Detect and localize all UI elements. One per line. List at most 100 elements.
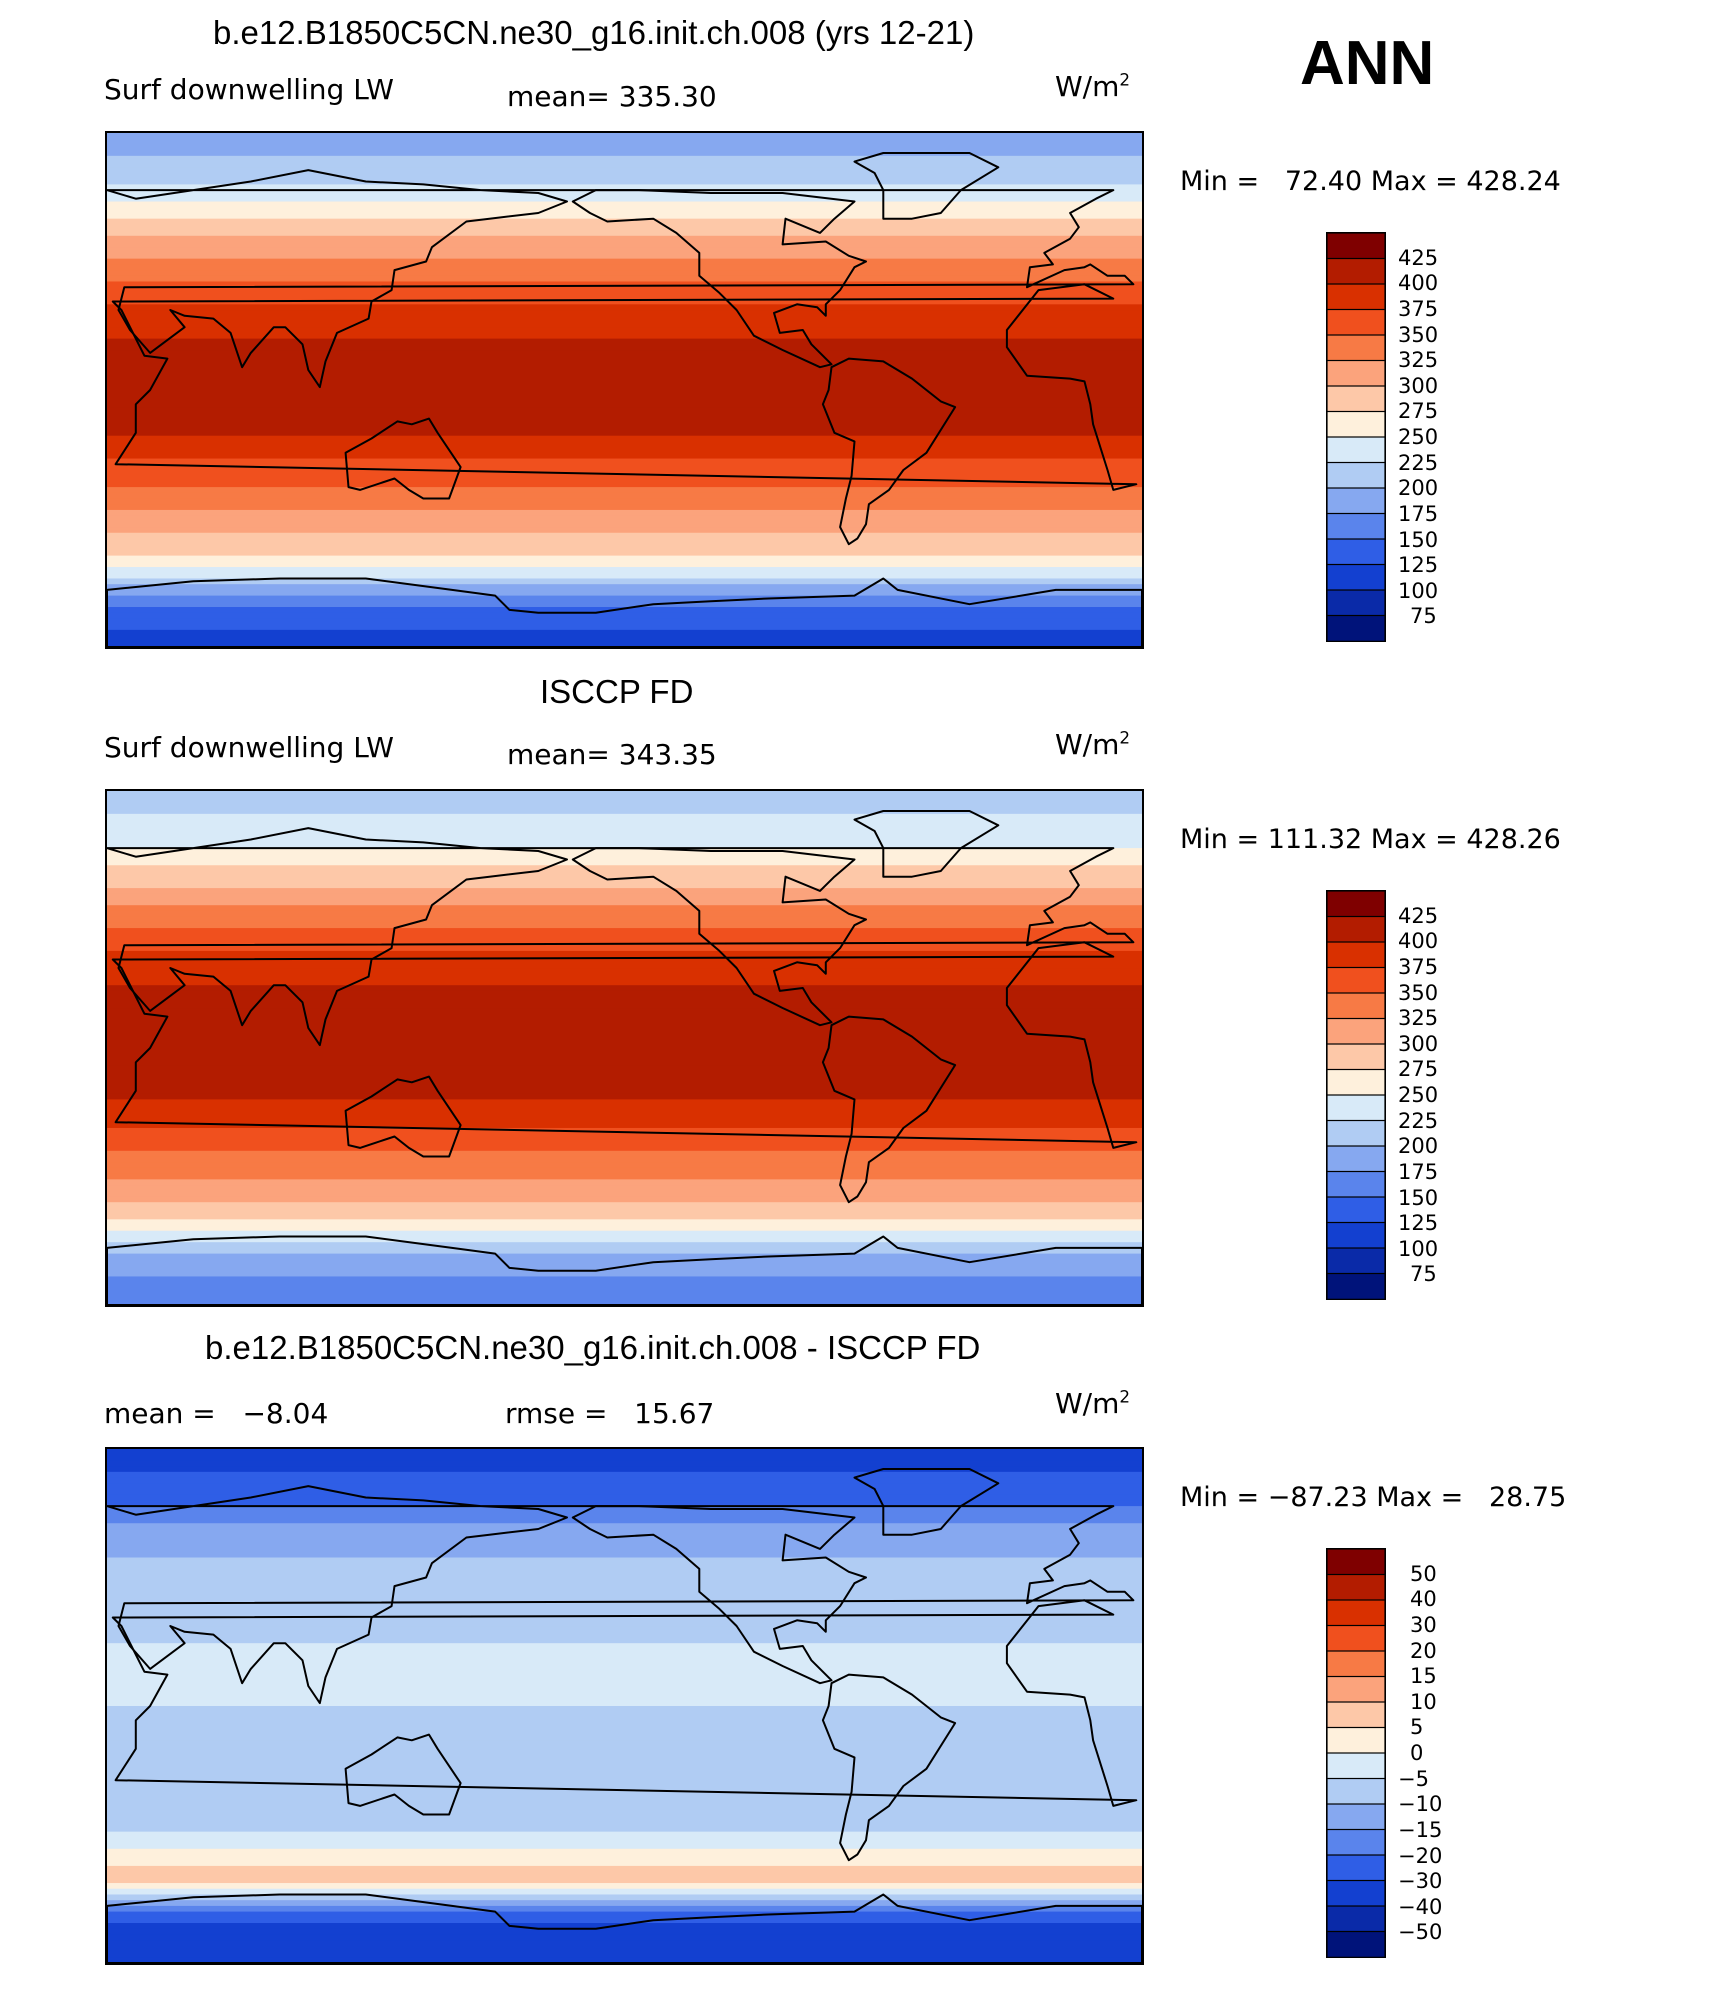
colorbar-swatch: [1327, 1196, 1385, 1224]
map-band: [107, 1127, 1142, 1135]
map-band: [107, 1173, 1142, 1180]
colorbar-swatch: [1327, 487, 1385, 515]
panel3-title: b.e12.B1850C5CN.ne30_g16.init.ch.008 - I…: [205, 1329, 981, 1366]
map-band: [107, 1053, 1142, 1061]
map-band: [107, 361, 1142, 368]
map-band: [107, 1219, 1142, 1226]
map-band: [107, 1259, 1142, 1266]
map-band: [107, 1540, 1142, 1547]
map-band: [107, 1677, 1142, 1684]
coastline: [571, 847, 867, 1027]
map-band: [107, 1145, 1142, 1152]
colorbar-tick-label: 375: [1398, 296, 1439, 321]
map-band: [107, 1843, 1142, 1850]
map-band: [107, 1483, 1142, 1490]
map-band: [107, 1808, 1142, 1816]
map-band: [107, 207, 1142, 214]
colorbar-swatch: [1327, 1650, 1385, 1678]
map-band: [107, 950, 1142, 958]
map-band: [107, 595, 1142, 602]
map-band: [107, 224, 1142, 231]
map-band: [107, 567, 1142, 574]
colorbar-swatch: [1327, 512, 1385, 540]
map-band: [107, 447, 1142, 454]
map-band: [107, 928, 1142, 935]
map-band: [107, 1917, 1142, 1924]
panel1-map: [105, 131, 1144, 649]
map-band: [107, 555, 1142, 562]
map-band: [107, 355, 1142, 363]
map-band: [107, 1671, 1142, 1679]
map-band: [107, 1774, 1142, 1781]
colorbar-swatch: [1327, 966, 1385, 994]
map-band: [107, 1711, 1142, 1719]
map-band: [107, 1883, 1142, 1890]
panel2-mean-label: mean= 343.35: [507, 738, 717, 771]
colorbar-swatch: [1327, 1221, 1385, 1249]
map-band: [107, 1230, 1142, 1238]
colorbar-tick-label: 250: [1398, 425, 1439, 449]
map-band: [107, 1797, 1142, 1804]
map-band: [107, 184, 1142, 191]
map-band: [107, 1511, 1142, 1519]
map-band: [107, 1523, 1142, 1530]
map-band: [107, 1825, 1142, 1833]
colorbar-tick-label: −40: [1398, 1894, 1443, 1919]
map-band: [107, 1928, 1142, 1936]
colorbar-tick-label: 350: [1398, 980, 1439, 1005]
map-band: [107, 1070, 1142, 1078]
colorbar-swatch: [1327, 1043, 1385, 1071]
colorbar-swatch: [1327, 1272, 1385, 1299]
map-band: [107, 544, 1142, 551]
colorbar-tick-label: 400: [1398, 271, 1439, 296]
map-band: [107, 441, 1142, 448]
map-band: [107, 1110, 1142, 1118]
map-band: [107, 561, 1142, 568]
map-band: [107, 1065, 1142, 1072]
map-band: [107, 481, 1142, 488]
colorbar-tick-label: 225: [1398, 450, 1439, 475]
colorbar-tick-label: 75: [1410, 1262, 1437, 1287]
map-band: [107, 344, 1142, 351]
colorbar-swatch: [1327, 1247, 1385, 1275]
panel1-colorbar: [1326, 232, 1386, 642]
colorbar-swatch: [1327, 1094, 1385, 1122]
colorbar-swatch: [1327, 1752, 1385, 1780]
colorbar-tick-label: −50: [1398, 1920, 1443, 1945]
map-band: [107, 1603, 1142, 1610]
map-band: [107, 1940, 1142, 1947]
coastline: [821, 357, 957, 546]
map-band: [107, 235, 1142, 243]
map-band: [107, 418, 1142, 425]
colorbar-tick-label: 375: [1398, 954, 1439, 979]
map-band: [107, 1814, 1142, 1821]
map-band: [107, 1785, 1142, 1793]
map-band: [107, 888, 1142, 895]
colorbar-tick-label: 225: [1398, 1108, 1439, 1133]
map-band: [107, 1848, 1142, 1856]
map-band: [107, 1608, 1142, 1616]
map-band: [107, 1156, 1142, 1163]
map-band: [107, 1150, 1142, 1158]
colorbar-tick-label: 5: [1410, 1715, 1424, 1740]
colorbar-swatch: [1327, 1145, 1385, 1173]
map-band: [107, 973, 1142, 981]
map-band: [107, 332, 1142, 340]
map-band: [107, 1471, 1142, 1479]
map-band: [107, 367, 1142, 374]
colorbar-swatch: [1327, 589, 1385, 617]
map-band: [107, 315, 1142, 323]
map-band: [107, 1694, 1142, 1701]
map-band: [107, 1449, 1142, 1456]
map-band: [107, 1122, 1142, 1129]
map-band: [107, 1551, 1142, 1559]
map-band: [107, 1620, 1142, 1627]
map-band: [107, 492, 1142, 500]
colorbar-swatch: [1327, 563, 1385, 591]
map-band: [107, 1466, 1142, 1473]
map-band: [107, 1202, 1142, 1209]
map-band: [107, 1791, 1142, 1798]
map-band: [107, 527, 1142, 534]
coastline: [821, 1015, 957, 1204]
map-band: [107, 905, 1142, 912]
